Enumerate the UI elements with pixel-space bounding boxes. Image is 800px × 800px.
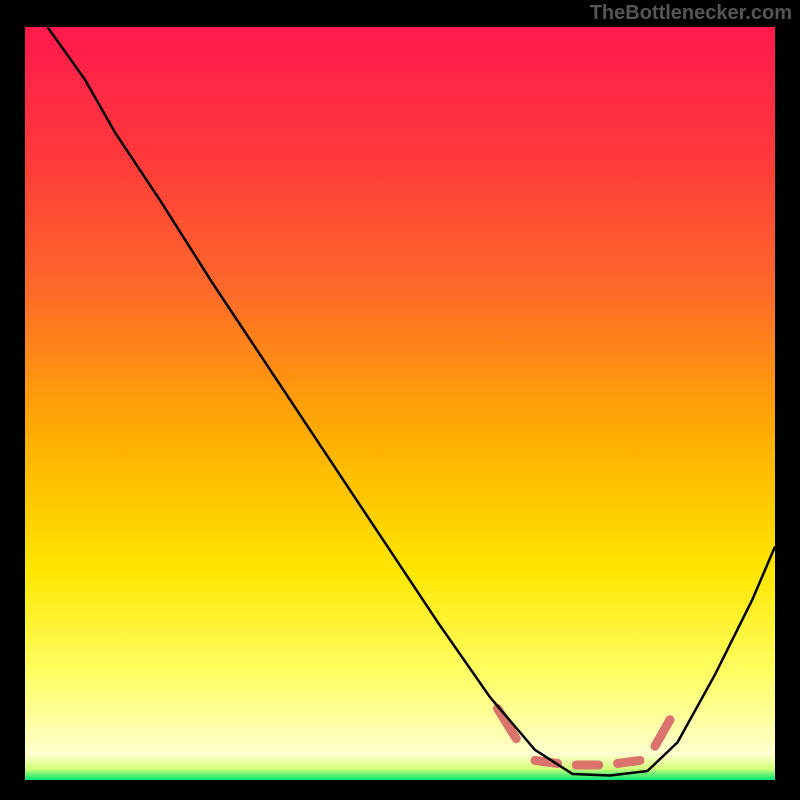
plot-area — [25, 27, 775, 780]
bottleneck-curve — [48, 27, 776, 775]
bottom-marker-segment — [618, 760, 641, 763]
bottom-marker-segment — [655, 720, 670, 746]
chart-canvas: TheBottlenecker.com — [0, 0, 800, 800]
curve-layer — [25, 27, 775, 780]
watermark-text: TheBottlenecker.com — [590, 2, 792, 25]
